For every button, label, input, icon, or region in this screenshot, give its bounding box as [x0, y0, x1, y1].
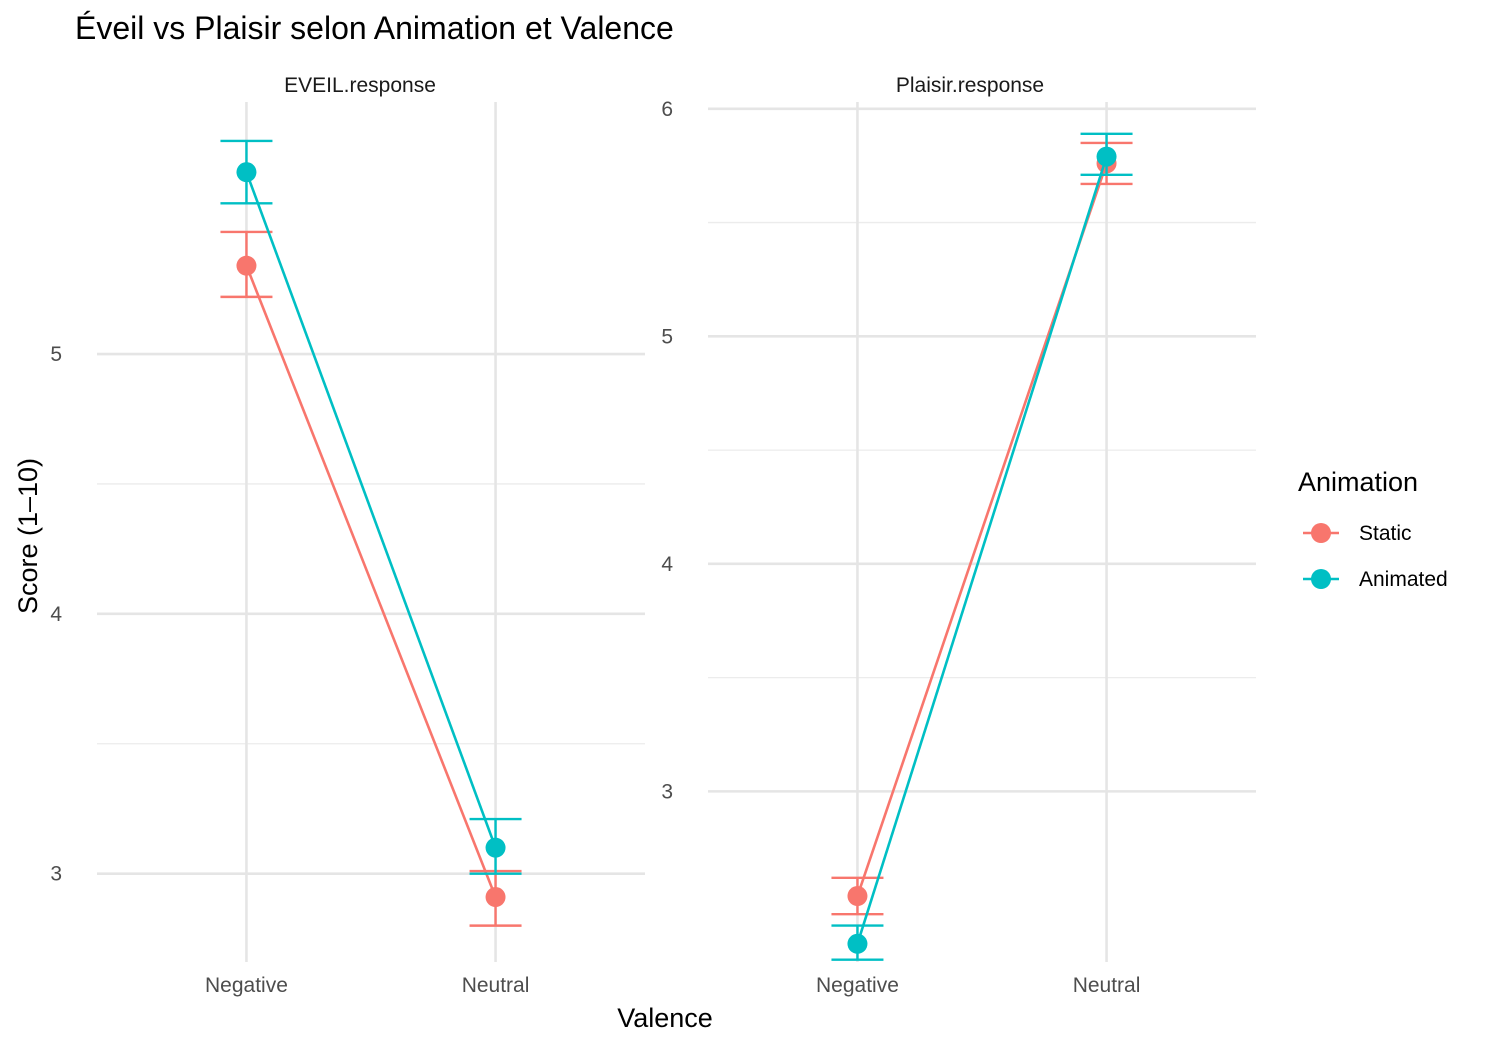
legend-label-static: Static — [1359, 522, 1412, 545]
series-line-static — [245, 265, 497, 898]
y-tick-label: 6 — [661, 98, 673, 121]
point-animated — [485, 837, 506, 858]
y-tick-label: 4 — [661, 553, 673, 576]
legend-label-animated: Animated — [1359, 568, 1448, 591]
y-axis-title: Score (1–10) — [13, 458, 43, 614]
y-tick-label: 5 — [661, 325, 673, 348]
y-tick-label: 3 — [661, 780, 673, 803]
point-animated — [236, 162, 257, 183]
gridlines — [97, 102, 645, 962]
legend-title: Animation — [1298, 467, 1418, 497]
point-static — [236, 255, 257, 276]
series-line-animated — [856, 156, 1108, 945]
legend-key-point-static — [1311, 523, 1331, 543]
panel-plaisir: Plaisir.response 3 4 5 6 Negative Neutral — [661, 74, 1256, 997]
point-animated — [1096, 146, 1117, 167]
y-tick-label: 4 — [50, 603, 62, 626]
data-marks — [831, 132, 1133, 961]
point-animated — [847, 933, 868, 954]
x-tick-label: Negative — [205, 974, 288, 997]
series-line-animated — [245, 171, 497, 849]
gridlines — [708, 102, 1256, 962]
legend-key-point-animated — [1311, 569, 1331, 589]
chart-title: Éveil vs Plaisir selon Animation et Vale… — [75, 10, 674, 46]
y-tick-label: 5 — [50, 343, 62, 366]
point-static — [485, 887, 506, 908]
data-marks — [220, 139, 522, 927]
point-static — [847, 886, 868, 907]
strip-label-plaisir: Plaisir.response — [896, 74, 1044, 97]
panel-eveil: EVEIL.response 3 4 5 Negative Neutral — [50, 74, 645, 997]
x-axis-title: Valence — [617, 1003, 713, 1033]
y-tick-label: 3 — [50, 863, 62, 886]
legend: Animation Static Animated — [1298, 467, 1448, 591]
strip-label-eveil: EVEIL.response — [284, 74, 436, 97]
x-tick-label: Neutral — [462, 974, 530, 997]
x-tick-label: Neutral — [1073, 974, 1141, 997]
x-tick-label: Negative — [816, 974, 899, 997]
